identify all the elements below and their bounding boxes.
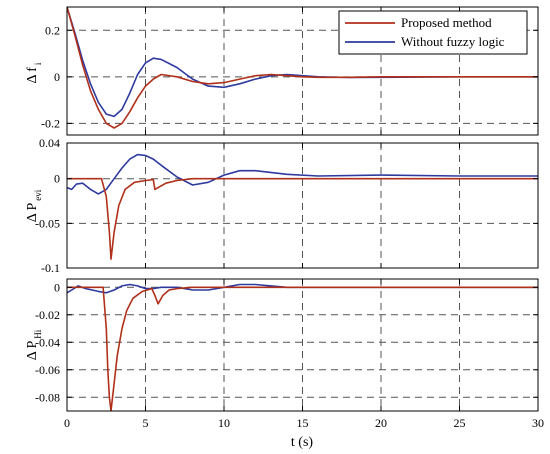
x-tick-label: 30 (532, 416, 544, 430)
y-tick-label: 0 (54, 70, 60, 84)
y-axis-label-main: Δ P (25, 341, 40, 361)
y-axis-label-subscript: evi (33, 189, 43, 200)
panel-2: 0.04 0 -0.05 -0.1 Δ P evi (25, 136, 539, 275)
x-tick-label: 5 (143, 416, 149, 430)
y-axis-label-main: Δ P (25, 203, 40, 223)
y-axis-label: Δ P evi (25, 189, 43, 222)
x-tick-label: 25 (454, 416, 466, 430)
y-axis-label-subscript: i (33, 62, 43, 65)
series-line-without-fuzzy (67, 153, 538, 195)
y-axis-label-subscript: Hi (33, 329, 43, 338)
legend-label-proposed: Proposed method (401, 15, 492, 30)
series-line-proposed (67, 177, 538, 260)
x-axis-label: t (s) (291, 435, 314, 450)
y-tick-label: -0.04 (35, 335, 60, 349)
y-tick-label: 0 (54, 280, 60, 294)
y-tick-label: 0.2 (45, 23, 60, 37)
x-tick-label: 10 (218, 416, 230, 430)
y-tick-label: -0.2 (41, 116, 60, 130)
y-tick-label: -0.06 (35, 363, 60, 377)
series-line-proposed (67, 286, 538, 411)
y-tick-label: 0 (54, 172, 60, 186)
legend: Proposed method Without fuzzy logic (338, 10, 528, 55)
legend-box (338, 10, 528, 55)
y-tick-label: -0.1 (41, 261, 60, 275)
panel-1: 0.2 0 -0.2 Δ f i (25, 6, 539, 136)
y-tick-label: -0.02 (35, 308, 60, 322)
series-line-proposed (67, 7, 538, 129)
legend-label-without-fuzzy: Without fuzzy logic (401, 34, 505, 49)
y-axis-label: Δ f i (25, 62, 43, 83)
panels-layer: 0.2 0 -0.2 Δ f i 0.04 0 -0.05 -0.1 Δ P evi 0 -0.02 -0… (25, 6, 544, 430)
y-axis-label-main: Δ f (25, 67, 40, 84)
x-tick-label: 20 (375, 416, 387, 430)
y-tick-label: -0.05 (35, 216, 60, 230)
panel-3: 0 -0.02 -0.04 -0.06 -0.08 Δ P Hi (25, 278, 539, 412)
y-tick-label: -0.08 (35, 390, 60, 404)
y-tick-label: 0.04 (39, 136, 60, 150)
y-axis-label: Δ P Hi (25, 329, 43, 360)
x-tick-label: 15 (297, 416, 309, 430)
x-tick-label: 0 (64, 416, 70, 430)
